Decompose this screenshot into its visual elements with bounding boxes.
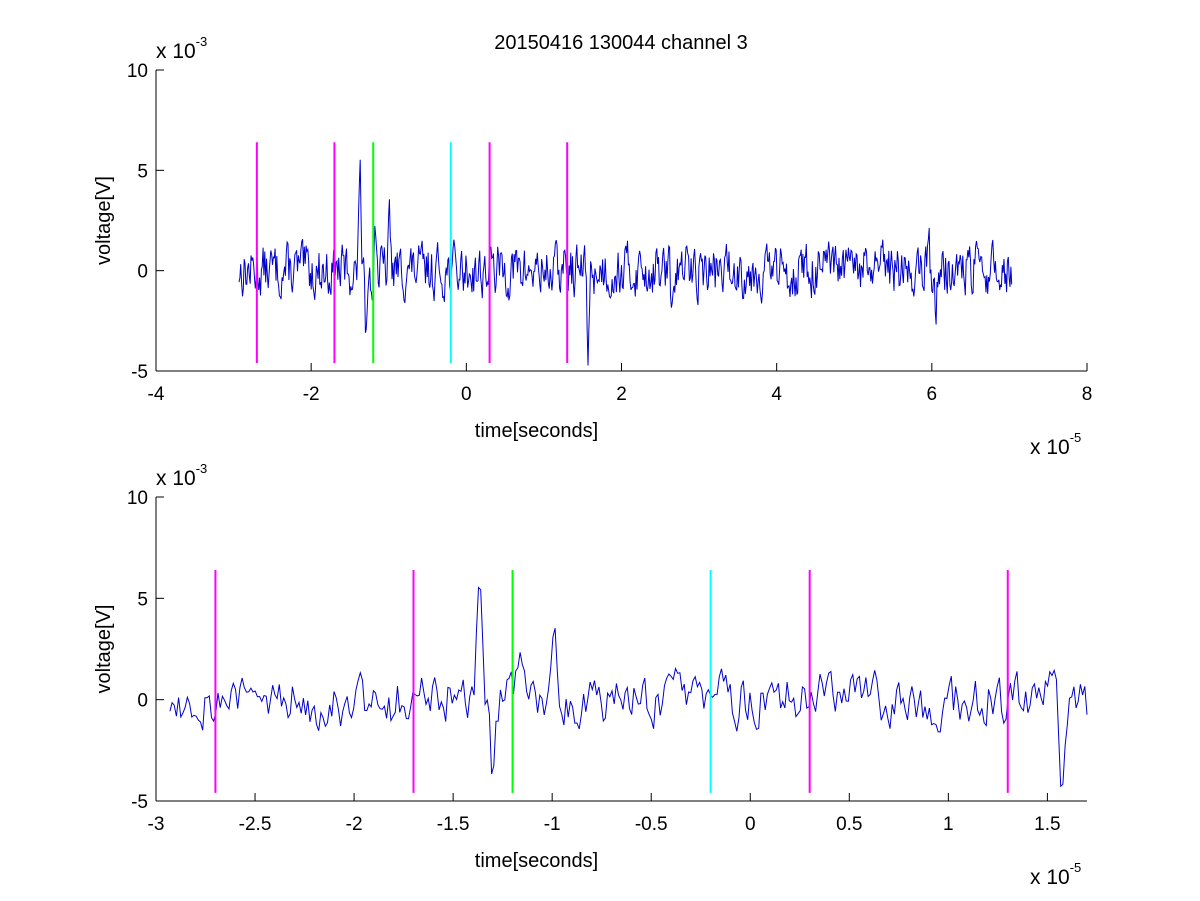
x-exponent: x 10-5 [1030, 860, 1081, 889]
y-axis-label: voltage[V] [93, 176, 115, 265]
y-axis-label: voltage[V] [93, 605, 115, 694]
voltage-trace [169, 586, 1088, 788]
x-tick-label: -2 [346, 814, 363, 835]
x-tick-label: 1 [943, 814, 954, 835]
x-axis-label: time[seconds] [475, 420, 598, 442]
x-tick-label: 1.5 [1034, 814, 1060, 835]
y-exponent: x 10-3 [156, 34, 207, 63]
x-tick-label: 0.5 [836, 814, 862, 835]
voltage-trace [238, 159, 1013, 366]
top-panel: -4 -2 0 2 4 6 8 -5 0 5 10 time[seconds] voltage[V] x … [93, 34, 1092, 459]
y-tick-label: 0 [137, 691, 148, 712]
x-tick-label: 6 [927, 384, 938, 405]
x-tick-label: -3 [148, 814, 165, 835]
y-tick-label: -5 [131, 362, 148, 383]
x-tick-label: 4 [771, 384, 782, 405]
x-exponent: x 10-5 [1030, 430, 1081, 459]
y-tick-label: 0 [137, 262, 148, 283]
x-tick-label: 0 [461, 384, 472, 405]
y-tick-label: 10 [127, 488, 148, 509]
x-tick-label: -2.5 [239, 814, 272, 835]
y-tick-label: 5 [137, 161, 148, 182]
figure-title: 20150416 130044 channel 3 [494, 32, 748, 54]
x-tick-label: -0.5 [635, 814, 668, 835]
x-tick-label: -1 [544, 814, 561, 835]
x-axis-label: time[seconds] [475, 850, 598, 872]
x-tick-label: -2 [303, 384, 320, 405]
y-tick-label: 10 [127, 61, 148, 82]
y-tick-label: 5 [137, 589, 148, 610]
x-tick-label: 0 [745, 814, 756, 835]
y-exponent: x 10-3 [156, 461, 207, 490]
y-tick-label: -5 [131, 792, 148, 813]
bottom-panel: -3 -2.5 -2 -1.5 -1 -0.5 0 0.5 1 1.5 -5 0 5 10 time[sec… [93, 461, 1088, 889]
x-tick-label: -1.5 [437, 814, 470, 835]
x-tick-label: -4 [148, 384, 165, 405]
x-tick-label: 8 [1082, 384, 1093, 405]
x-tick-label: 2 [616, 384, 627, 405]
